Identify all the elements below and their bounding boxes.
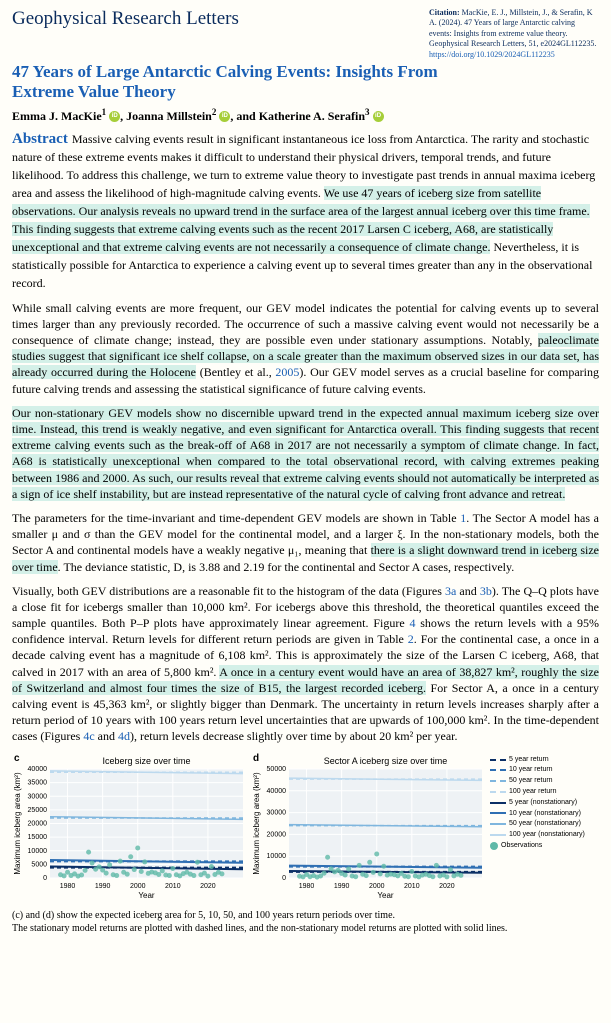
svg-text:2000: 2000 [369, 883, 385, 890]
paragraph-4: The parameters for the time-invariant an… [12, 510, 599, 575]
svg-text:10000: 10000 [28, 847, 48, 854]
ref-fig-3b[interactable]: 3b [480, 584, 492, 598]
svg-text:15000: 15000 [28, 834, 48, 841]
legend-item: 50 year (nonstationary) [490, 819, 585, 829]
citation-label: Citation: [429, 8, 460, 17]
ref-fig-4c[interactable]: 4c [83, 729, 94, 743]
journal-name: Geophysical Research Letters [12, 8, 239, 30]
svg-text:0: 0 [282, 875, 286, 882]
citation-box: Citation: MacKie, E. J., Millstein, J., … [429, 8, 599, 60]
legend-item: 5 year return [490, 755, 585, 765]
svg-text:30000: 30000 [267, 809, 287, 816]
ref-fig-3a[interactable]: 3a [445, 584, 456, 598]
svg-text:Maximum iceberg area (km²): Maximum iceberg area (km²) [252, 772, 261, 875]
paragraph-2: While small calving events are more freq… [12, 300, 599, 397]
svg-text:2010: 2010 [165, 883, 181, 890]
svg-text:40000: 40000 [267, 787, 287, 794]
author-3: Katherine A. Serafin [259, 109, 365, 123]
svg-text:Maximum iceberg area (km²): Maximum iceberg area (km²) [13, 772, 22, 875]
citation-doi[interactable]: https://doi.org/10.1029/2024GL112235 [429, 50, 555, 59]
journal-header: Geophysical Research Letters Citation: M… [12, 8, 599, 60]
charts-row: c 05000100001500020000250003000035000400… [12, 755, 599, 905]
svg-text:1980: 1980 [60, 883, 76, 890]
chart-d-svg: 0 10000 20000 30000 40000 50000 1980 1990 2000 20… [251, 755, 486, 900]
svg-text:2020: 2020 [200, 883, 216, 890]
svg-text:50000: 50000 [267, 766, 287, 773]
legend-item: 10 year return [490, 765, 585, 775]
chart-c: c 0 5000 10000 15000 20000 25000 30000 35000 400… [12, 755, 247, 905]
svg-text:10000: 10000 [267, 853, 287, 860]
ref-fig-4d[interactable]: 4d [118, 729, 130, 743]
legend-item: 100 year (nonstationary) [490, 830, 585, 840]
chart-legend: 5 year return10 year return50 year retur… [490, 755, 585, 852]
svg-text:20000: 20000 [267, 831, 287, 838]
svg-text:Iceberg size over time: Iceberg size over time [102, 756, 190, 766]
caption-line-2: The stationary model returns are plotted… [12, 922, 599, 935]
svg-text:1980: 1980 [299, 883, 315, 890]
svg-text:1990: 1990 [95, 883, 111, 890]
svg-text:Sector A iceberg size over tim: Sector A iceberg size over time [324, 756, 448, 766]
chart-d-label: d [253, 753, 259, 764]
legend-item: 10 year (nonstationary) [490, 809, 585, 819]
authors: Emma J. MacKie1 , Joanna Millstein2 , an… [12, 107, 599, 124]
svg-text:1990: 1990 [334, 883, 350, 890]
legend-item: Observations [490, 841, 585, 851]
chart-d: d 0 10000 20000 30000 40000 50000 1980 1990 2000… [251, 755, 486, 905]
svg-text:25000: 25000 [28, 806, 48, 813]
legend-item: 50 year return [490, 776, 585, 786]
svg-text:Year: Year [138, 891, 155, 900]
author-1: Emma J. MacKie [12, 109, 102, 123]
abstract-heading: Abstract [12, 131, 68, 147]
svg-text:0: 0 [43, 875, 47, 882]
caption-line-1: (c) and (d) show the expected iceberg ar… [12, 909, 599, 922]
svg-text:2020: 2020 [439, 883, 455, 890]
orcid-icon[interactable] [109, 111, 120, 122]
svg-text:5000: 5000 [31, 861, 47, 868]
svg-text:35000: 35000 [28, 779, 48, 786]
abstract: Abstract Massive calving events result i… [12, 130, 599, 292]
orcid-icon[interactable] [219, 111, 230, 122]
orcid-icon[interactable] [373, 111, 384, 122]
paper-title: 47 Years of Large Antarctic Calving Even… [12, 62, 442, 103]
chart-c-label: c [14, 753, 20, 764]
paragraph-5: Visually, both GEV distributions are a r… [12, 583, 599, 745]
paragraph-3: Our non-stationary GEV models show no di… [12, 405, 599, 502]
legend-item: 100 year return [490, 787, 585, 797]
svg-text:40000: 40000 [28, 766, 48, 773]
svg-text:2010: 2010 [404, 883, 420, 890]
ref-bentley-2005[interactable]: 2005 [275, 365, 299, 379]
svg-text:20000: 20000 [28, 820, 48, 827]
svg-text:2000: 2000 [130, 883, 146, 890]
svg-text:Year: Year [377, 891, 394, 900]
svg-text:30000: 30000 [28, 793, 48, 800]
chart-c-svg: 0 5000 10000 15000 20000 25000 30000 35000 40000… [12, 755, 247, 900]
figure-caption: (c) and (d) show the expected iceberg ar… [12, 909, 599, 935]
author-2: Joanna Millstein [126, 109, 212, 123]
legend-item: 5 year (nonstationary) [490, 798, 585, 808]
